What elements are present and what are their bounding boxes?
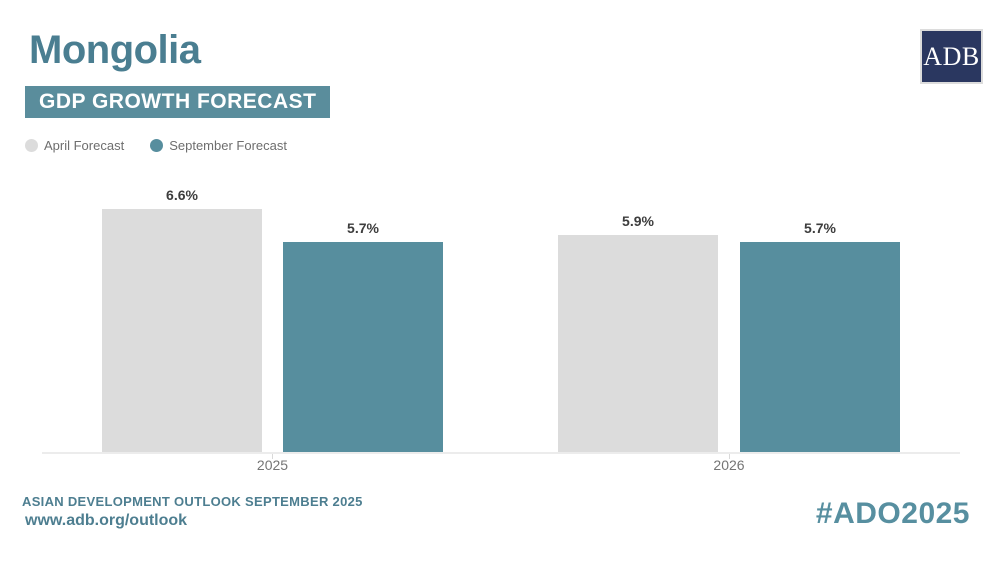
legend-label-april: April Forecast — [44, 138, 125, 153]
bar-col-april-2026: 5.9% — [558, 213, 718, 453]
x-axis-tick-2025 — [272, 454, 273, 459]
legend-swatch-september — [150, 139, 164, 152]
page-title: Mongolia — [29, 28, 201, 72]
footer: ASIAN DEVELOPMENT OUTLOOK SEPTEMBER 2025… — [22, 494, 363, 530]
value-label-september-2025: 5.7% — [347, 220, 379, 236]
x-axis-line — [42, 452, 960, 454]
category-label-2026: 2026 — [713, 457, 745, 473]
legend-swatch-april — [25, 139, 38, 152]
bar-april-2025 — [102, 209, 262, 453]
footer-publication-title: ASIAN DEVELOPMENT OUTLOOK SEPTEMBER 2025 — [22, 494, 363, 509]
bar-april-2026 — [558, 235, 718, 453]
footer-url: www.adb.org/outlook — [25, 512, 188, 529]
bar-col-september-2025: 5.7% — [283, 220, 443, 453]
value-label-april-2026: 5.9% — [622, 213, 654, 229]
bar-group-2025: 6.6% 5.7% — [102, 187, 443, 453]
legend-item-april: April Forecast — [25, 138, 124, 153]
x-axis-tick-2026 — [729, 454, 730, 459]
hashtag: #ADO2025 — [815, 497, 970, 530]
chart-legend: April Forecast September Forecast — [25, 138, 287, 153]
value-label-september-2026: 5.7% — [804, 220, 836, 236]
adb-logo: ADB — [920, 29, 983, 84]
value-label-april-2025: 6.6% — [166, 187, 198, 203]
legend-item-september: September Forecast — [150, 138, 287, 153]
bar-september-2025 — [283, 242, 443, 453]
bar-group-2026: 5.9% 5.7% — [558, 213, 900, 453]
bar-col-september-2026: 5.7% — [740, 220, 900, 453]
category-label-2025: 2025 — [256, 457, 289, 473]
adb-logo-text: ADB — [923, 41, 980, 71]
subtitle-badge: GDP GROWTH FORECAST — [25, 86, 331, 118]
legend-label-september: September Forecast — [169, 138, 287, 153]
bar-col-april-2025: 6.6% — [102, 187, 262, 453]
bar-september-2026 — [740, 242, 900, 453]
